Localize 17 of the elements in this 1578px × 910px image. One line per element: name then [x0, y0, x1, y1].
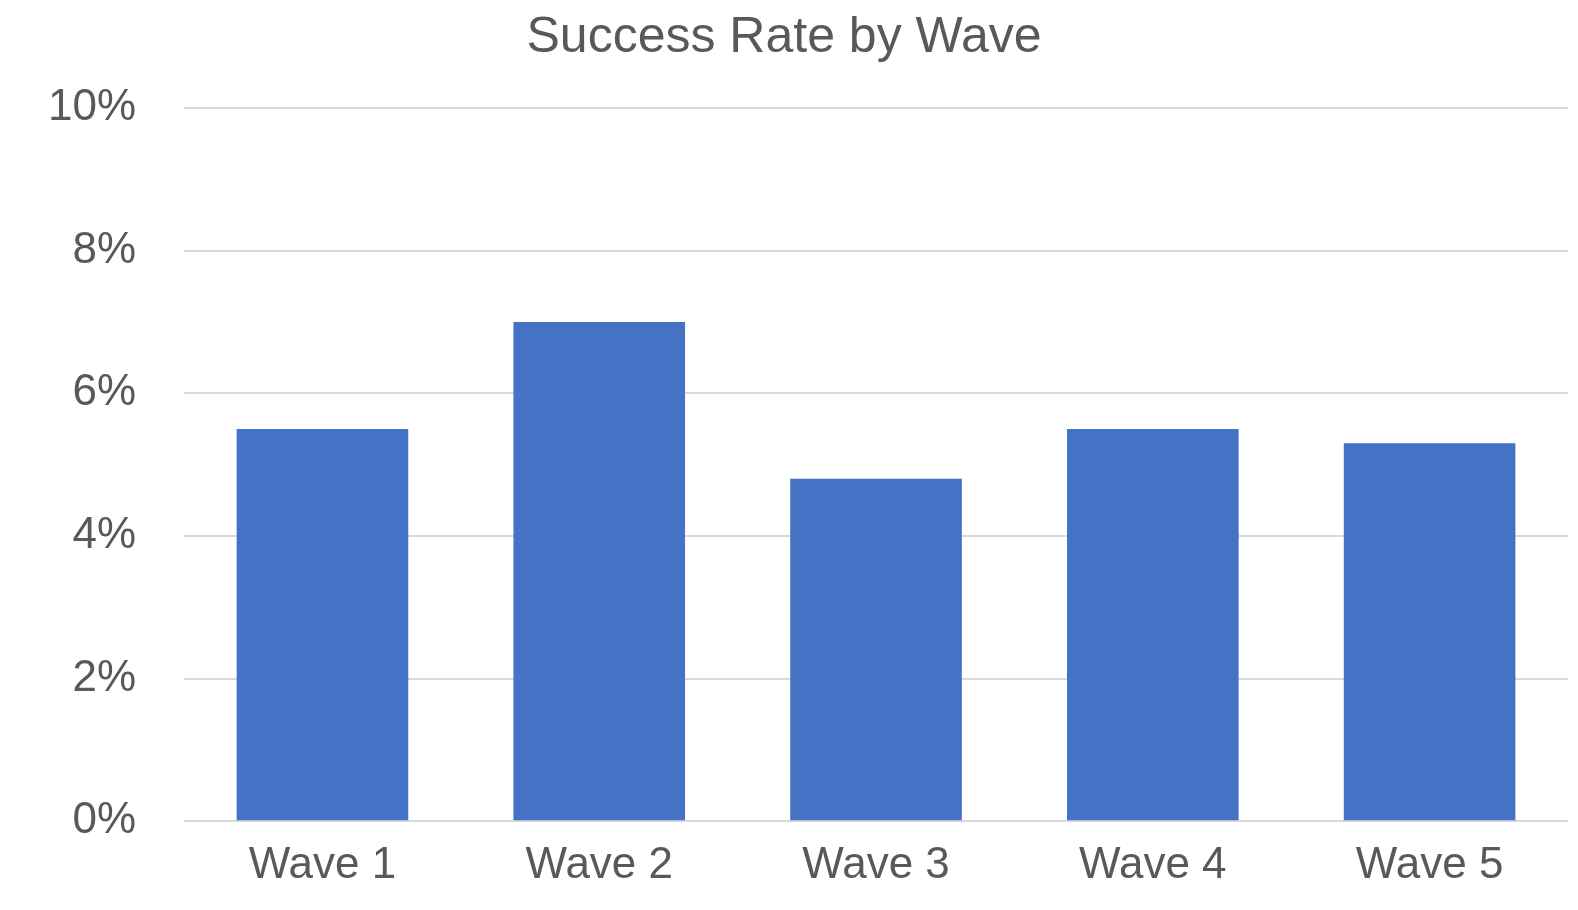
y-tick-label: 0%: [72, 793, 137, 843]
bar: [1343, 443, 1516, 821]
x-tick-label: Wave 5: [1355, 837, 1504, 887]
x-tick-label: Wave 3: [802, 837, 950, 887]
chart-title: Success Rate by Wave: [526, 6, 1042, 63]
x-tick-label: Wave 2: [525, 837, 674, 887]
x-tick-label: Wave 4: [1079, 837, 1227, 887]
y-tick-label: 8%: [72, 222, 137, 272]
x-tick-label: Wave 1: [248, 837, 397, 887]
y-tick-label: 6%: [72, 365, 137, 415]
bar: [790, 478, 962, 821]
y-tick-label: 4%: [72, 508, 137, 558]
bar: [513, 321, 686, 821]
bar: [1067, 428, 1239, 821]
y-tick-label: 2%: [72, 650, 137, 700]
y-tick-label: 10%: [47, 80, 137, 130]
bar: [236, 428, 409, 821]
